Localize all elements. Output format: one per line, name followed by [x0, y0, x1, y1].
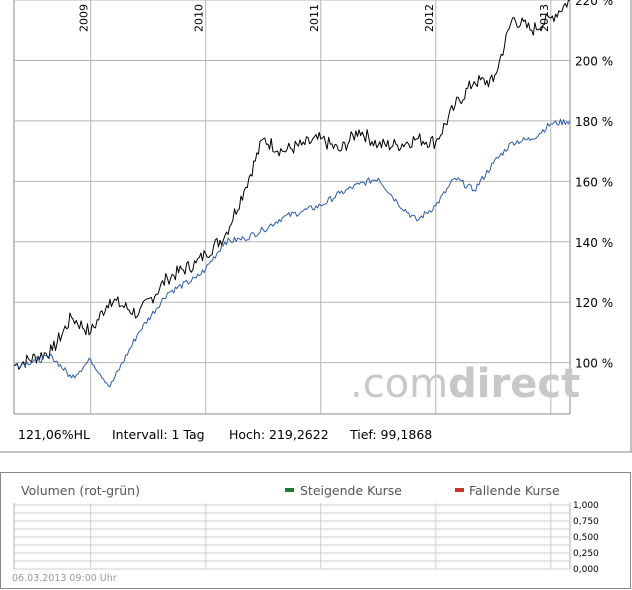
volume-tick-label: 0,000: [573, 565, 599, 575]
svg-text:.comdirect: .comdirect: [350, 361, 580, 407]
rising-legend-label: Steigende Kurse: [300, 483, 402, 498]
price-chart-panel: .comdirect 100 % 120 % 140 % 160 % 180 % 200 …: [0, 0, 632, 453]
year-label: 2013: [538, 4, 551, 32]
volume-tick-label: 0,250: [573, 549, 599, 559]
y-tick-label: 220 %: [575, 0, 613, 8]
year-label: 2012: [423, 4, 436, 32]
volume-panel: Volumen (rot-grün) Steigende Kurse Falle…: [0, 472, 631, 589]
volume-panel-border: [0, 472, 631, 589]
volume-tick-labels: 1,000 0,750 0,500 0,250 0,000: [573, 501, 599, 575]
series-layer: [13, 0, 571, 388]
year-label: 2010: [193, 4, 206, 32]
y-tick-label: 160 %: [575, 175, 613, 189]
comdirect-logo: .comdirect: [350, 361, 580, 407]
series-line-blue: [13, 118, 571, 388]
high-label: Hoch: 219,2622: [229, 427, 329, 442]
horizontal-gridlines: [14, 0, 570, 364]
y-tick-label: 140 %: [575, 236, 613, 250]
year-label: 2009: [78, 4, 91, 32]
volume-tick-label: 1,000: [573, 501, 599, 511]
logo-part-direct: direct: [448, 361, 580, 407]
info-row: 121,06%HL Intervall: 1 Tag Hoch: 219,262…: [18, 427, 432, 442]
y-tick-label: 180 %: [575, 115, 613, 129]
logo-part-com: .com: [350, 361, 448, 407]
volume-title: Volumen (rot-grün): [21, 483, 140, 498]
falling-legend-label: Fallende Kurse: [469, 483, 560, 498]
falling-legend-swatch: [455, 488, 464, 492]
volume-tick-label: 0,750: [573, 517, 599, 527]
vertical-gridlines: [90, 0, 552, 414]
performance-label: 121,06%HL: [18, 427, 90, 442]
low-label: Tief: 99,1868: [349, 427, 432, 442]
y-axis-labels: 100 % 120 % 140 % 160 % 180 % 200 % 220 %: [575, 0, 613, 371]
interval-label: Intervall: 1 Tag: [112, 427, 205, 442]
volume-tick-label: 0,500: [573, 533, 599, 543]
series-line-black: [13, 0, 571, 370]
y-tick-label: 200 %: [575, 54, 613, 68]
volume-gridlines: [14, 503, 570, 570]
y-tick-label: 120 %: [575, 296, 613, 310]
y-tick-label: 100 %: [575, 357, 613, 371]
timestamp: 06.03.2013 09:00 Uhr: [12, 573, 117, 584]
year-labels: 2009 2010 2011 2012 2013: [78, 4, 551, 32]
year-label: 2011: [308, 4, 321, 32]
rising-legend-swatch: [285, 488, 294, 492]
